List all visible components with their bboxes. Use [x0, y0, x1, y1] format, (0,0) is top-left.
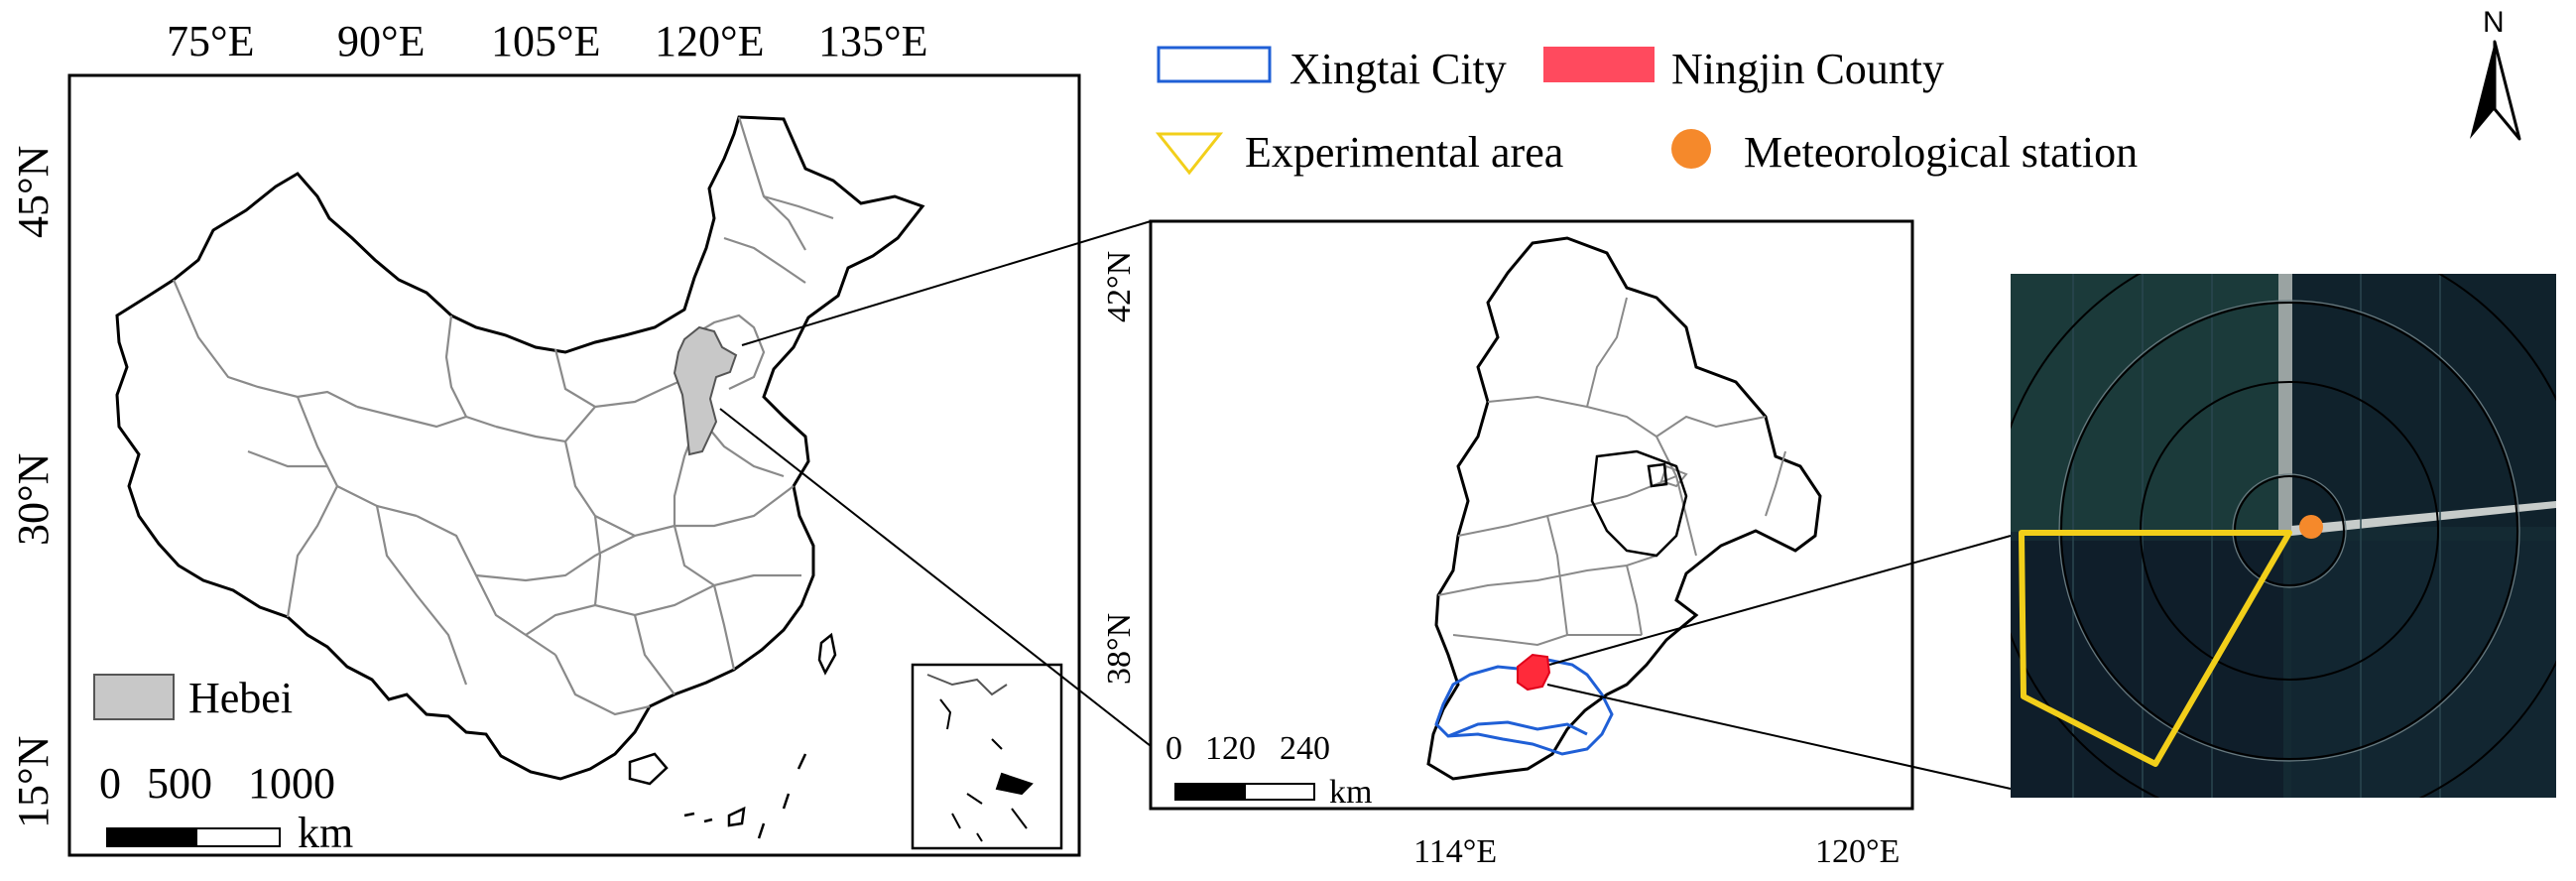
hebei-legend-label: Hebei	[188, 674, 294, 722]
legend-xingtai-label: Xingtai City	[1289, 45, 1507, 93]
hebei-scale-tick-0: 0	[1165, 730, 1182, 767]
hebei-lon-label-120: 120°E	[1815, 833, 1901, 870]
experimental-area-sector	[2019, 530, 2292, 767]
hebei-scale-tick-240: 240	[1280, 730, 1330, 767]
legend-experimental-label: Experimental area	[1245, 128, 1564, 177]
china-hebei-connectors	[719, 220, 1152, 747]
china-scale-tick-1000: 1000	[248, 759, 335, 808]
hebei-scale-bar	[1174, 783, 1315, 801]
hebei-legend-swatch	[93, 674, 175, 720]
meteorological-station-marker	[2299, 515, 2323, 539]
china-lon-label-105: 105°E	[491, 17, 601, 65]
hebei-inner-black	[1590, 449, 1688, 558]
china-outline	[115, 115, 925, 781]
legend-xingtai-symbol	[1157, 46, 1272, 83]
china-lon-label-90: 90°E	[337, 17, 426, 65]
hebei-outline	[1426, 236, 1822, 781]
hebei-map-frame	[1149, 219, 1914, 811]
china-scale-unit: km	[298, 809, 354, 857]
china-lon-label-75: 75°E	[167, 17, 255, 65]
china-lat-label-30: 30°N	[9, 452, 58, 546]
legend-station-symbol	[1671, 129, 1711, 169]
north-label: N	[2483, 6, 2505, 39]
legend-ningjin-label: Ningjin County	[1671, 45, 1945, 93]
china-lat-label-15: 15°N	[9, 735, 58, 828]
china-lon-label-135: 135°E	[818, 17, 928, 65]
hebei-lon-label-114: 114°E	[1413, 833, 1498, 870]
hebei-scale-unit: km	[1329, 774, 1373, 811]
islands	[628, 632, 837, 839]
hebei-lat-label-38: 38°N	[1101, 612, 1138, 685]
china-lat-label-45: 45°N	[9, 145, 58, 238]
hebei-scale-tick-120: 120	[1205, 730, 1256, 767]
china-scale-bar	[106, 827, 281, 847]
china-lon-label-120: 120°E	[655, 17, 765, 65]
hebei-region	[673, 325, 738, 456]
satellite-image	[2011, 274, 2556, 798]
legend-ningjin-symbol	[1543, 47, 1655, 82]
inset-islands	[926, 674, 1034, 842]
legend-station-label: Meteorological station	[1744, 128, 2139, 177]
hebei-city-lines	[1437, 297, 1786, 647]
china-map-frame	[67, 73, 1081, 857]
china-scale-tick-0: 0	[99, 759, 121, 808]
south-china-sea-inset	[911, 663, 1063, 850]
china-scale-tick-500: 500	[147, 759, 212, 808]
hebei-lat-label-42: 42°N	[1101, 250, 1138, 322]
xingtai-inner-boundary	[1447, 720, 1588, 738]
north-arrow-icon	[2470, 40, 2521, 141]
legend-experimental-symbol	[1155, 132, 1224, 176]
ningjin-satellite-connectors	[1546, 535, 2012, 790]
ningjin-county	[1517, 653, 1551, 692]
